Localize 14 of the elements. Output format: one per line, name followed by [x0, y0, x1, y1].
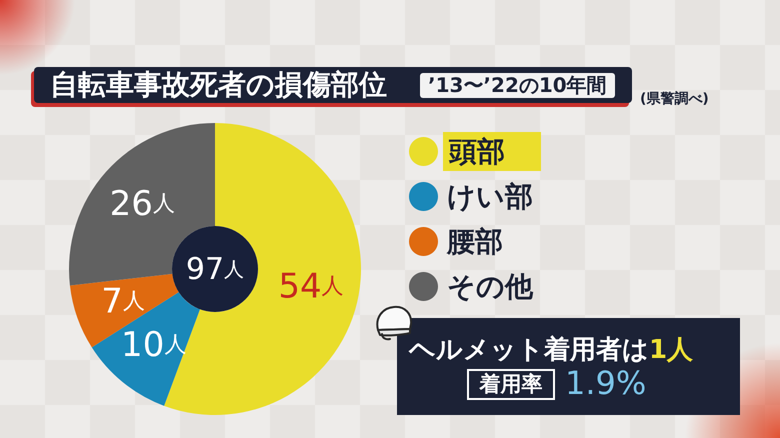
- legend-label: けい部: [447, 180, 533, 213]
- legend-label: その他: [447, 270, 534, 303]
- legend-label: 腰部: [446, 225, 503, 258]
- text: 1.9%: [565, 364, 646, 402]
- text: 着用率: [467, 369, 555, 400]
- legend-label: 頭部: [448, 135, 505, 168]
- data-label: 7人: [101, 282, 145, 322]
- data-label: 54人: [278, 266, 344, 306]
- text: (県警調べ): [640, 90, 709, 108]
- chart-subtitle: ’13〜’22の10年間: [420, 73, 615, 98]
- text: ヘルメット着用者は1人: [409, 335, 694, 365]
- data-label: 26人: [110, 184, 175, 224]
- data-label: 10人: [121, 324, 186, 365]
- chart-title: 自転車事故死者の損傷部位: [50, 67, 387, 103]
